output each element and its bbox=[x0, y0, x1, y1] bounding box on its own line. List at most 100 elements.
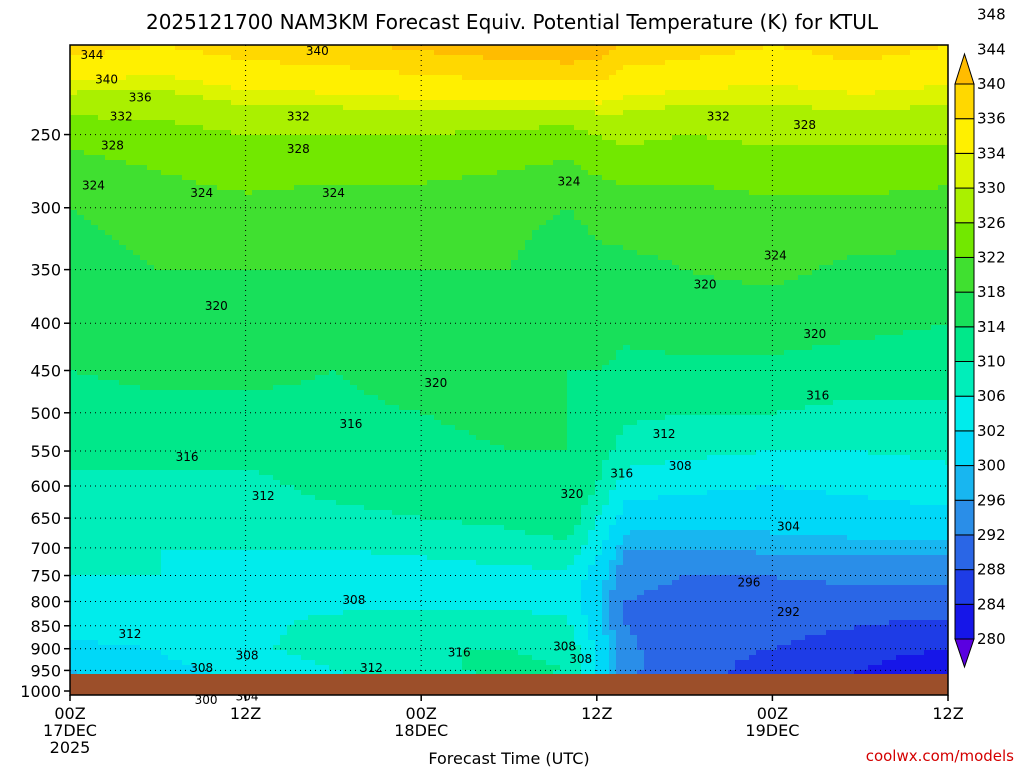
y-tick-label: 300 bbox=[30, 199, 61, 218]
contour-label: 308 bbox=[669, 459, 692, 473]
contour-label: 328 bbox=[287, 142, 310, 156]
contour-label: 308 bbox=[569, 652, 592, 666]
colorbar-label: 288 bbox=[977, 561, 1006, 579]
colorbar-swatch bbox=[954, 534, 975, 571]
colorbar-swatch bbox=[954, 187, 975, 224]
x-tick-label: 00Z bbox=[757, 704, 788, 723]
grid bbox=[70, 45, 948, 695]
x-tick-label: 17DEC bbox=[43, 721, 97, 740]
colorbar-swatch bbox=[954, 222, 975, 258]
contour-label: 300 bbox=[195, 693, 218, 707]
contour-label: 308 bbox=[342, 593, 365, 607]
y-tick-label: 750 bbox=[30, 567, 61, 586]
colorbar-label: 296 bbox=[977, 491, 1006, 509]
colorbar-swatch bbox=[954, 603, 975, 640]
colorbar-swatch bbox=[954, 430, 975, 467]
x-tick-label: 2025 bbox=[50, 738, 91, 757]
colorbar-extend-high bbox=[954, 52, 975, 85]
chart-title: 2025121700 NAM3KM Forecast Equiv. Potent… bbox=[146, 10, 879, 34]
contour-label: 312 bbox=[360, 661, 383, 675]
colorbar-swatch bbox=[954, 499, 975, 536]
contour-label: 328 bbox=[793, 118, 816, 132]
contour-label: 324 bbox=[764, 249, 787, 263]
contour-label: 332 bbox=[110, 110, 133, 124]
y-tick-label: 450 bbox=[30, 361, 61, 380]
colorbar-swatch bbox=[954, 118, 975, 154]
contour-label: 324 bbox=[190, 186, 213, 200]
colorbar-label: 322 bbox=[977, 248, 1006, 266]
contour-label: 324 bbox=[322, 186, 345, 200]
colorbar-label: 344 bbox=[977, 40, 1006, 58]
y-tick-label: 900 bbox=[30, 640, 61, 659]
contour-label: 320 bbox=[424, 376, 447, 390]
contour-label: 316 bbox=[340, 417, 363, 431]
x-tick-label: 18DEC bbox=[394, 721, 448, 740]
theta-e-field bbox=[70, 45, 948, 695]
y-tick-label: 800 bbox=[30, 592, 61, 611]
y-tick-label: 1000 bbox=[20, 682, 61, 701]
contour-label: 332 bbox=[707, 110, 730, 124]
contour-label: 336 bbox=[129, 91, 152, 105]
ground-strip bbox=[70, 674, 948, 695]
y-tick-label: 700 bbox=[30, 539, 61, 558]
contour-label: 328 bbox=[101, 139, 124, 153]
y-tick-label: 350 bbox=[30, 261, 61, 280]
y-tick-label: 850 bbox=[30, 617, 61, 636]
contour-label: 320 bbox=[205, 299, 228, 313]
colorbar: 280 284 288 292 296 300 302 306 310 314 318 322 326 3… bbox=[954, 6, 1006, 669]
y-tick-label: 600 bbox=[30, 477, 61, 496]
contour-label: 316 bbox=[176, 450, 199, 464]
colorbar-swatch bbox=[954, 361, 975, 397]
colorbar-label: 292 bbox=[977, 526, 1006, 544]
colorbar-label: 306 bbox=[977, 387, 1006, 405]
colorbar-label: 326 bbox=[977, 214, 1006, 232]
contour-label: 316 bbox=[610, 467, 633, 481]
contour-label: 312 bbox=[119, 627, 142, 641]
x-tick-label: 19DEC bbox=[745, 721, 799, 740]
x-tick-label: 12Z bbox=[581, 704, 612, 723]
colorbar-label: 284 bbox=[977, 595, 1006, 613]
colorbar-extend-low bbox=[954, 638, 975, 669]
x-tick-label: 12Z bbox=[230, 704, 261, 723]
colorbar-swatch bbox=[954, 256, 975, 293]
contour-label: 292 bbox=[777, 605, 800, 619]
colorbar-label: 348 bbox=[977, 6, 1006, 24]
contour-label: 324 bbox=[558, 174, 581, 188]
colorbar-swatch bbox=[954, 152, 975, 189]
contour-label: 340 bbox=[95, 73, 118, 87]
contour-label: 308 bbox=[190, 661, 213, 675]
y-tick-label: 400 bbox=[30, 314, 61, 333]
credit-text: coolwx.com/models bbox=[866, 747, 1014, 765]
colorbar-label: 330 bbox=[977, 179, 1006, 197]
contour-label: 308 bbox=[236, 648, 259, 662]
colorbar-swatch bbox=[954, 395, 975, 432]
colorbar-label: 310 bbox=[977, 353, 1006, 371]
colorbar-swatch bbox=[954, 83, 975, 120]
contour-label: 340 bbox=[306, 44, 329, 58]
colorbar-swatch bbox=[954, 465, 975, 501]
contour-label: 320 bbox=[694, 277, 717, 291]
x-tick-label: 00Z bbox=[54, 704, 85, 723]
colorbar-label: 314 bbox=[977, 318, 1006, 336]
x-axis-label: Forecast Time (UTC) bbox=[428, 749, 589, 768]
colorbar-label: 302 bbox=[977, 422, 1006, 440]
y-tick-label: 550 bbox=[30, 442, 61, 461]
contour-label: 332 bbox=[287, 110, 310, 124]
x-tick-label: 12Z bbox=[932, 704, 963, 723]
contour-label: 304 bbox=[777, 520, 800, 534]
contour-label: 296 bbox=[738, 575, 761, 589]
colorbar-swatch bbox=[954, 291, 975, 328]
contour-label: 324 bbox=[82, 179, 105, 193]
y-tick-label: 250 bbox=[30, 126, 61, 145]
contour-label: 320 bbox=[803, 327, 826, 341]
contour-label: 320 bbox=[560, 487, 583, 501]
contour-label: 312 bbox=[252, 489, 275, 503]
colorbar-label: 340 bbox=[977, 75, 1006, 93]
colorbar-swatch bbox=[954, 326, 975, 362]
contour-label: 312 bbox=[653, 427, 676, 441]
y-axis: 250 300 350 400 450 500 550 600 650 700 750 800 850 9… bbox=[20, 126, 70, 701]
colorbar-label: 280 bbox=[977, 630, 1006, 648]
y-tick-label: 500 bbox=[30, 404, 61, 423]
y-tick-label: 950 bbox=[30, 661, 61, 680]
